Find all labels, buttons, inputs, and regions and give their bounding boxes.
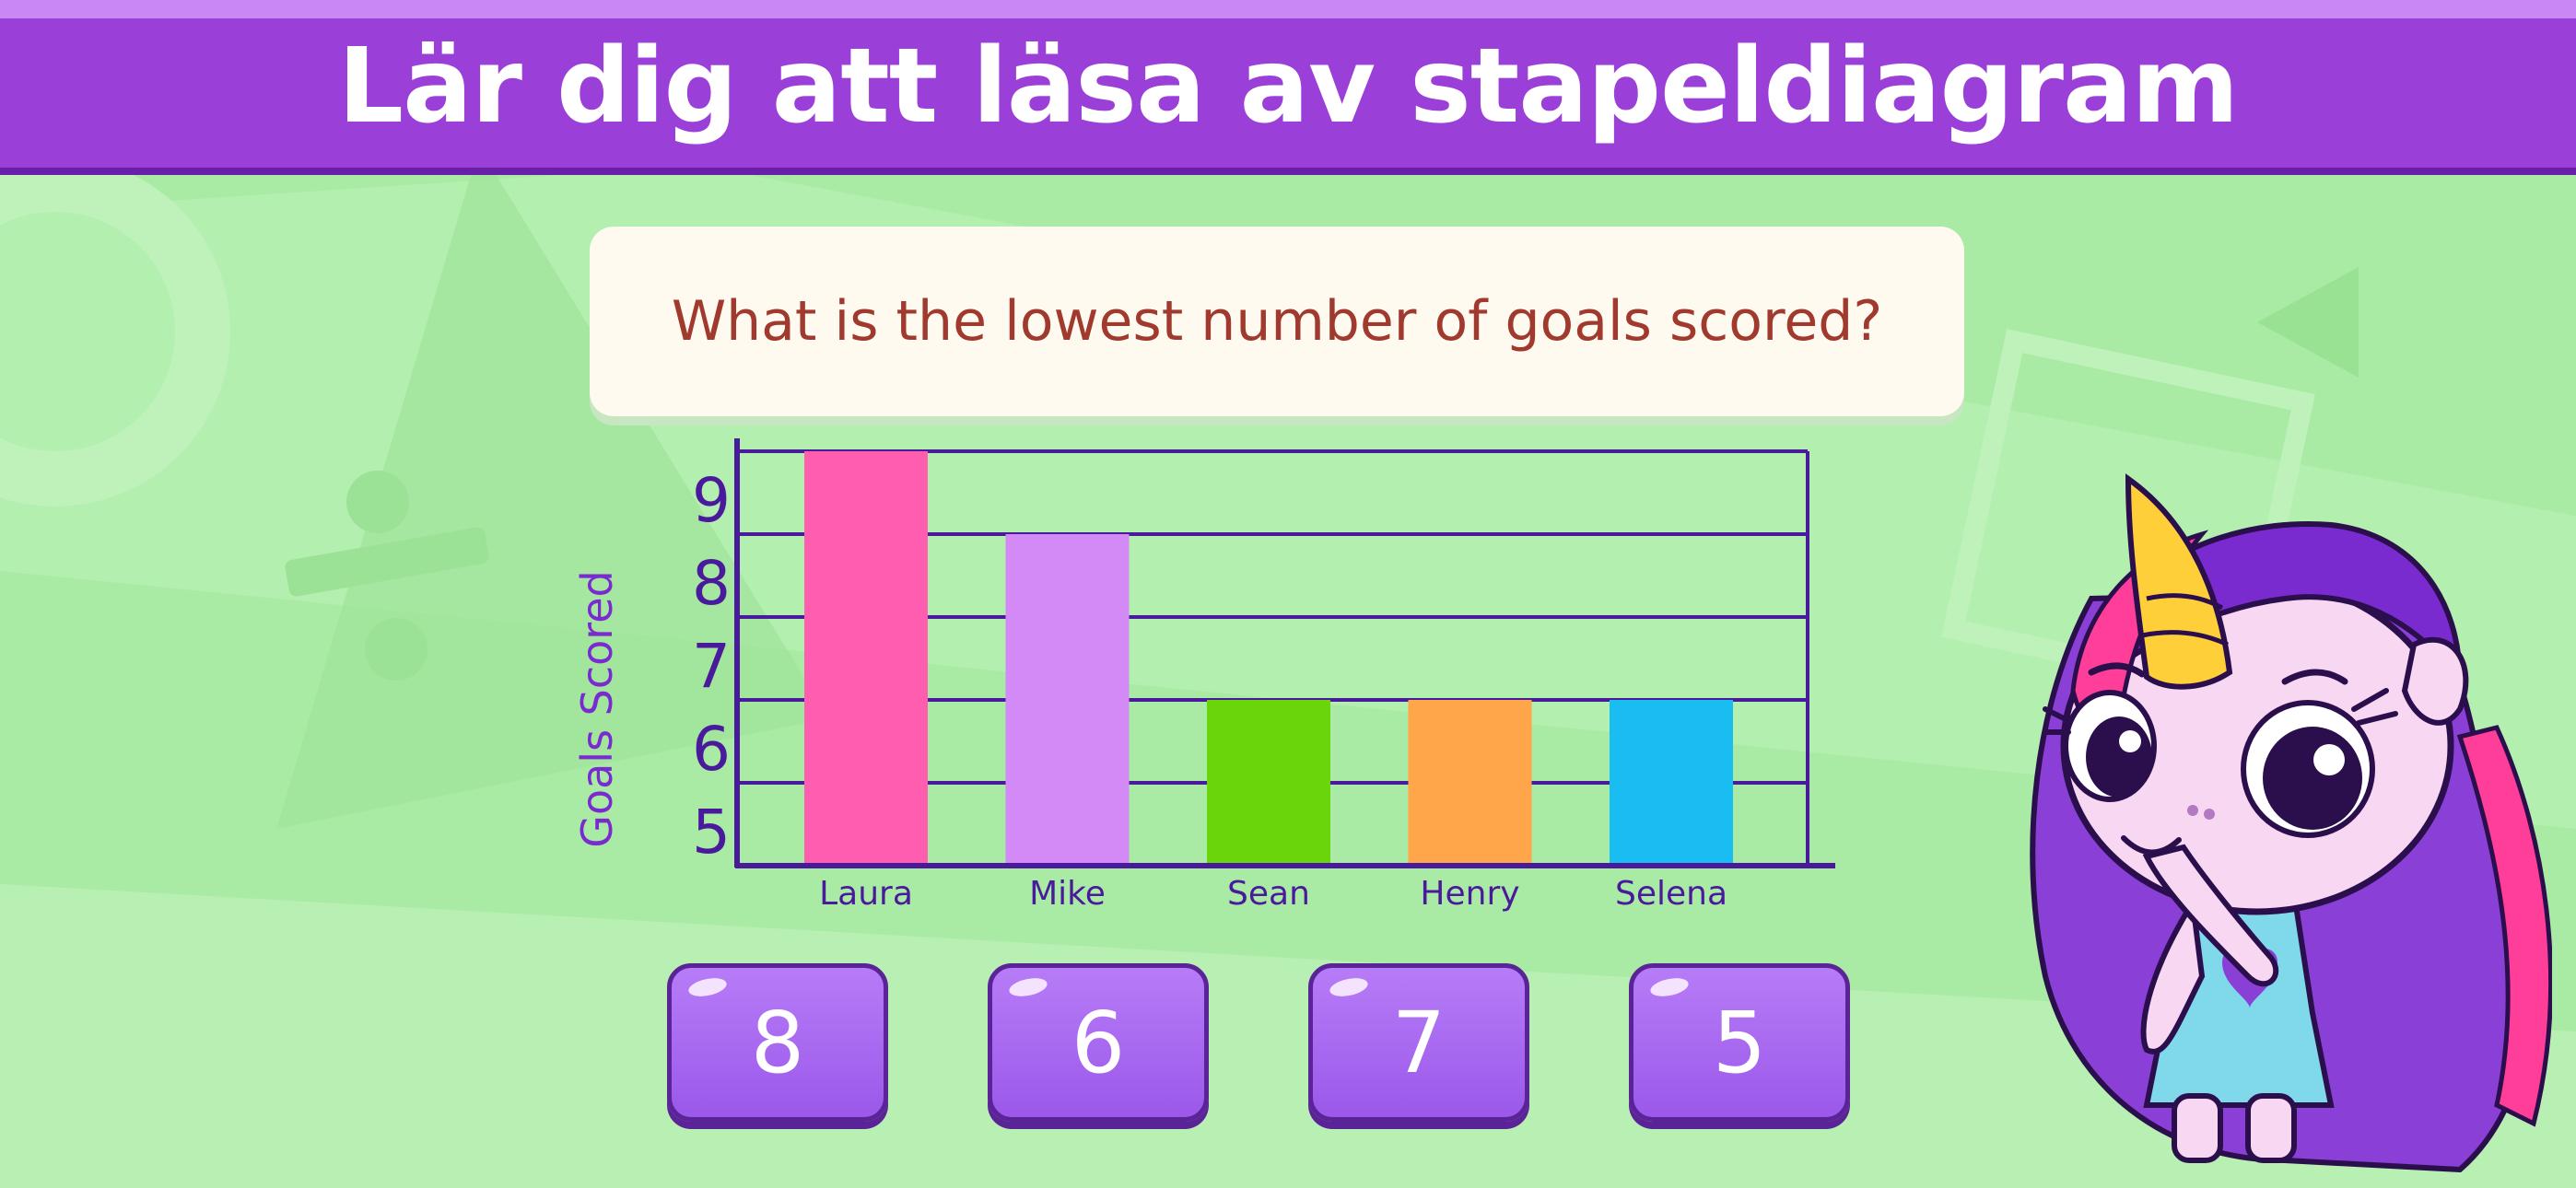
- answer-button-1[interactable]: 8: [667, 963, 888, 1122]
- chart-axes: [734, 438, 1835, 868]
- x-tick-label: Sean: [1227, 875, 1310, 913]
- x-tick-label: Mike: [1029, 875, 1106, 913]
- x-tick-label: Laura: [819, 875, 913, 913]
- chart-bars: [804, 451, 1733, 866]
- bar-selena: [1610, 700, 1733, 866]
- button-shine: [1648, 974, 1691, 1000]
- bar-laura: [804, 451, 928, 866]
- bar-sean: [1207, 700, 1330, 866]
- answer-button-4[interactable]: 5: [1629, 963, 1850, 1122]
- answer-label: 8: [750, 993, 805, 1092]
- chart-y-axis-label: Goals Scored: [572, 570, 622, 847]
- answer-label: 7: [1391, 993, 1446, 1092]
- bar-mike: [1005, 534, 1130, 866]
- question-card: What is the lowest number of goals score…: [590, 227, 1964, 416]
- chart-x-labels: Laura Mike Sean Henry Selena: [819, 875, 1727, 913]
- x-tick-label: Henry: [1420, 875, 1519, 913]
- y-tick-label: 9: [692, 465, 731, 536]
- x-tick-label: Selena: [1615, 875, 1727, 913]
- unicorn-mascot: [2030, 473, 2552, 1173]
- question-text: What is the lowest number of goals score…: [671, 289, 1883, 354]
- y-tick-label: 5: [692, 797, 731, 868]
- answer-label: 6: [1071, 993, 1126, 1092]
- y-tick-label: 7: [692, 631, 731, 702]
- page-title: Lär dig att läsa av stapeldiagram: [337, 27, 2239, 146]
- bar-henry: [1408, 700, 1532, 866]
- y-tick-label: 6: [692, 714, 731, 785]
- answer-button-3[interactable]: 7: [1308, 963, 1529, 1122]
- answer-button-2[interactable]: 6: [988, 963, 1209, 1122]
- button-shine: [686, 974, 729, 1000]
- header-bar: [0, 0, 2576, 175]
- chart-y-ticks: 5 6 7 8 9: [692, 465, 731, 868]
- button-shine: [1007, 974, 1049, 1000]
- y-tick-label: 8: [692, 548, 731, 619]
- button-shine: [1328, 974, 1370, 1000]
- answer-label: 5: [1712, 993, 1767, 1092]
